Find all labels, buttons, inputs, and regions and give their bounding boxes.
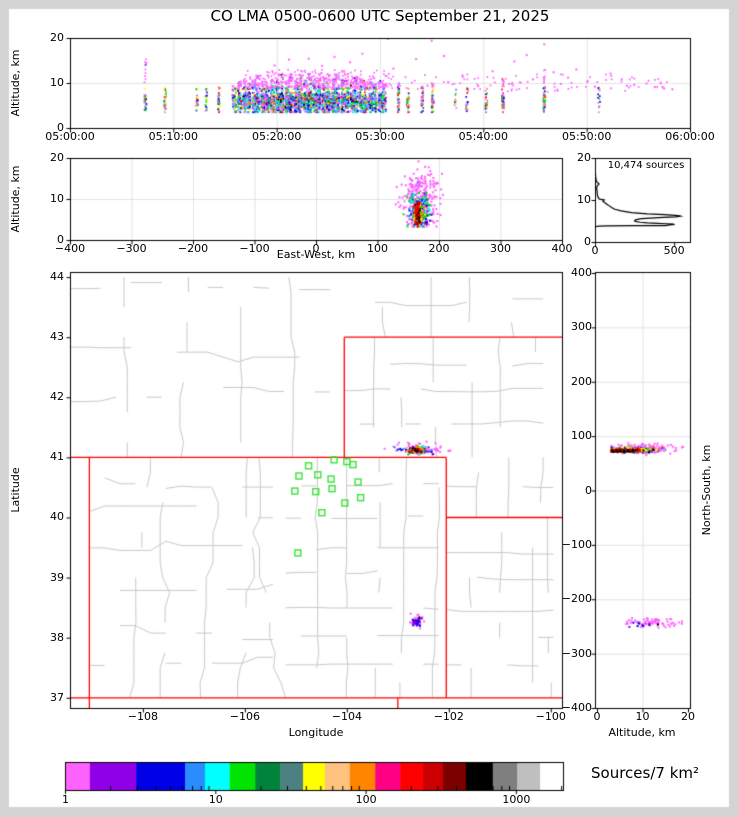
tick-label: 44 — [50, 270, 64, 284]
tick-label: 43 — [50, 330, 64, 344]
tick-label: 37 — [50, 690, 64, 704]
tick-label: 200 — [428, 242, 450, 255]
tick-label: −200 — [561, 592, 592, 606]
tick-label: 300 — [571, 320, 592, 334]
tick-label: 300 — [490, 242, 511, 255]
tick-label: 1000 — [502, 793, 531, 806]
tick-label: 20 — [50, 31, 64, 44]
tick-label: 05:40:00 — [458, 130, 509, 143]
tick-label: 0 — [57, 121, 64, 134]
histogram-annotation: 10,474 sources — [607, 160, 685, 171]
tick-label: −400 — [561, 701, 592, 714]
tick-label: 38 — [50, 630, 64, 644]
tick-label: 10 — [50, 192, 64, 205]
tick-label: 20 — [577, 151, 591, 164]
tick-label: −200 — [177, 242, 209, 255]
ew-xlabel: East-West, km — [276, 248, 356, 261]
tick-label: 39 — [50, 570, 64, 584]
tick-label: 41 — [50, 450, 64, 464]
tick-label: 400 — [551, 242, 573, 255]
tick-label: −100 — [239, 242, 270, 255]
tick-label: 42 — [50, 390, 64, 404]
tick-label: 05:20:00 — [251, 130, 302, 143]
tick-label: 100 — [367, 242, 388, 255]
colorbar-label: Sources/7 km² — [591, 764, 700, 782]
tick-label: 05:30:00 — [355, 130, 405, 143]
tick-label: 100 — [571, 429, 592, 443]
tick-label: −100 — [561, 537, 592, 551]
ns-xlabel: Altitude, km — [608, 726, 676, 739]
tick-label: 05:10:00 — [148, 130, 199, 143]
tick-label: 1 — [62, 793, 69, 806]
ew-ylabel: Altitude, km — [9, 165, 22, 233]
tick-label: −104 — [331, 710, 362, 723]
top-ylabel: Altitude, km — [9, 49, 22, 117]
tick-label: −106 — [229, 710, 260, 723]
tick-label: 100 — [355, 793, 377, 806]
tick-label: 20 — [681, 710, 695, 723]
tick-label: 20 — [50, 151, 64, 164]
tick-label: −400 — [54, 242, 86, 255]
tick-label: 0 — [585, 483, 592, 497]
tick-label: 10 — [635, 710, 650, 723]
tick-label: 200 — [571, 374, 592, 388]
tick-label: −300 — [116, 242, 147, 255]
tick-label: −108 — [127, 710, 159, 723]
map-xlabel: Longitude — [288, 726, 344, 739]
tick-label: 500 — [663, 244, 685, 257]
page-title: CO LMA 0500-0600 UTC September 21, 2025 — [210, 7, 550, 25]
tick-label: −300 — [561, 646, 592, 660]
tick-label: 05:00:00 — [45, 130, 95, 143]
tick-label: 0 — [312, 242, 320, 255]
tick-label: −100 — [535, 710, 566, 723]
tick-label: 0 — [591, 244, 599, 257]
tick-label: 10 — [577, 193, 591, 206]
map-ylabel: Latitude — [9, 467, 22, 513]
tick-label: −102 — [433, 710, 464, 723]
tick-label: 40 — [50, 510, 64, 524]
tick-label: 06:00:00 — [665, 130, 715, 143]
tick-label: 10 — [208, 793, 223, 806]
ns-ylabel: North-South, km — [700, 444, 713, 536]
tick-label: 10 — [50, 76, 64, 89]
tick-label: 05:50:00 — [561, 130, 612, 143]
tick-label: 0 — [593, 710, 601, 723]
tick-label: 0 — [57, 233, 64, 246]
tick-label: 0 — [584, 235, 591, 248]
tick-label: 400 — [571, 266, 592, 279]
